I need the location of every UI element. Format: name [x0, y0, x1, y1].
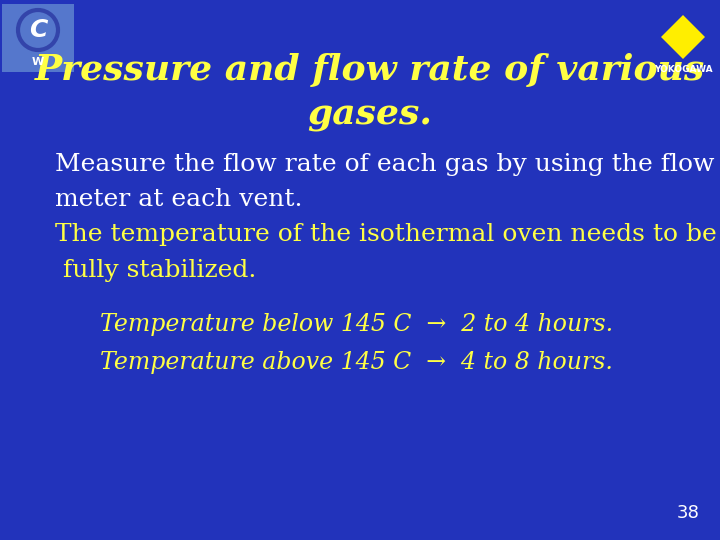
- Text: Temperature below 145 C  →  2 to 4 hours.: Temperature below 145 C → 2 to 4 hours.: [100, 314, 613, 336]
- Text: meter at each vent.: meter at each vent.: [55, 188, 302, 212]
- Text: 38: 38: [677, 504, 700, 522]
- Text: W: W: [32, 57, 44, 67]
- Text: Temperature above 145 C  →  4 to 8 hours.: Temperature above 145 C → 4 to 8 hours.: [100, 350, 613, 374]
- Polygon shape: [661, 15, 705, 59]
- FancyBboxPatch shape: [2, 4, 74, 72]
- Text: Measure the flow rate of each gas by using the flow: Measure the flow rate of each gas by usi…: [55, 153, 714, 177]
- FancyBboxPatch shape: [648, 4, 718, 72]
- Text: The temperature of the isothermal oven needs to be: The temperature of the isothermal oven n…: [55, 224, 716, 246]
- Text: YOKOGAWA: YOKOGAWA: [654, 64, 712, 73]
- Text: C: C: [29, 18, 48, 42]
- Text: fully stabilized.: fully stabilized.: [55, 259, 256, 281]
- Text: gases.: gases.: [307, 98, 433, 132]
- Text: Pressure and flow rate of various: Pressure and flow rate of various: [35, 53, 705, 87]
